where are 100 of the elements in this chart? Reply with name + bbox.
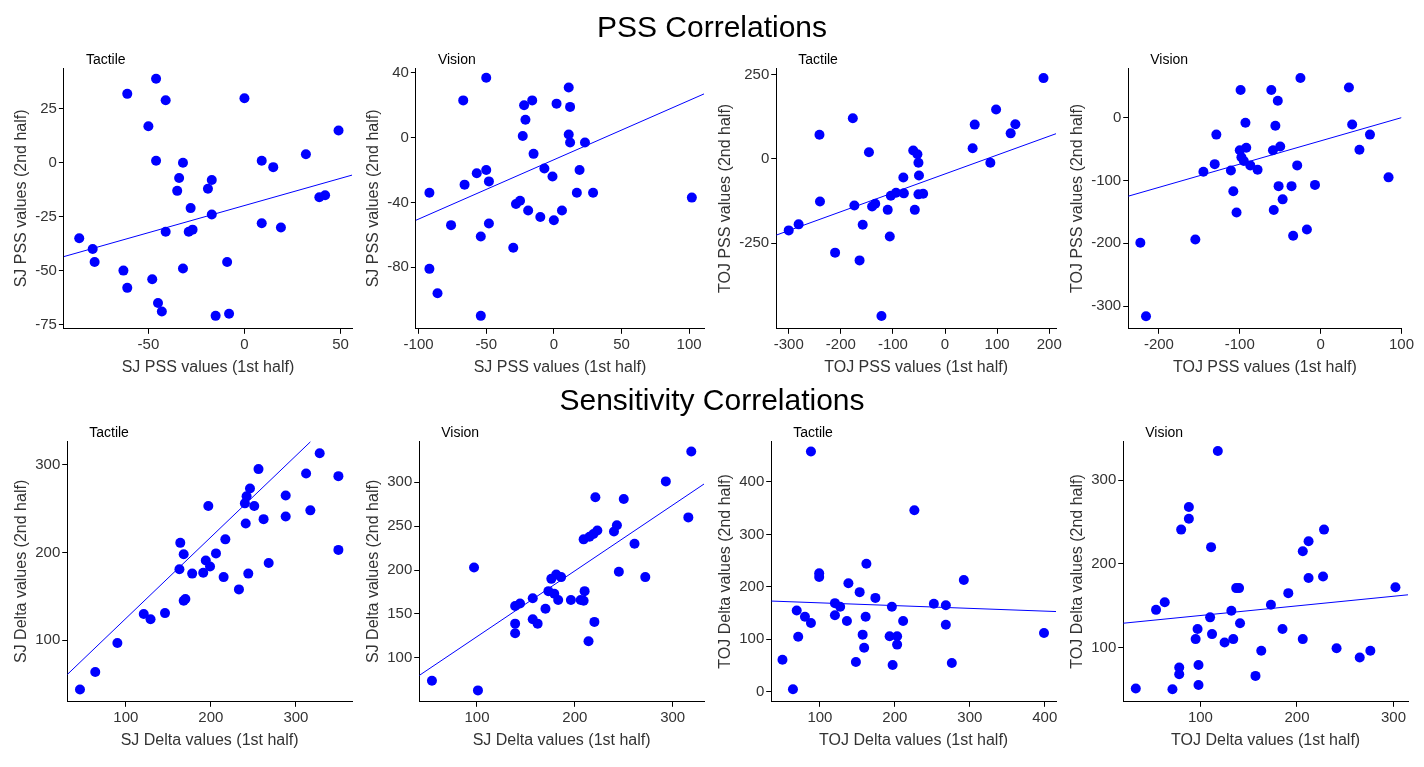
point (515, 598, 526, 609)
y-tick-label: 0 (760, 149, 770, 167)
x-tick-label: -100 (403, 334, 434, 352)
point (579, 137, 590, 148)
chart-subtitle: Tactile (85, 50, 126, 67)
point (458, 95, 469, 106)
x-tick-label: 100 (113, 707, 139, 725)
point (459, 179, 470, 190)
point (138, 608, 149, 619)
point (1283, 588, 1294, 599)
point (256, 218, 267, 229)
x-tick-label: -50 (137, 334, 160, 352)
point (220, 534, 231, 545)
x-tick-label: 0 (240, 334, 249, 352)
point (1303, 573, 1314, 584)
point (528, 148, 539, 159)
point (556, 572, 567, 583)
point (1309, 179, 1320, 190)
point (967, 143, 978, 154)
point (151, 73, 162, 84)
point (539, 163, 550, 174)
point (940, 600, 951, 611)
point (475, 310, 486, 321)
point (859, 642, 870, 653)
point (556, 205, 567, 216)
point (481, 165, 492, 176)
point (122, 282, 133, 293)
point (202, 183, 213, 194)
point (686, 192, 697, 203)
point (805, 618, 816, 629)
point (1303, 536, 1314, 547)
point (256, 155, 267, 166)
point (843, 578, 854, 589)
point (333, 125, 344, 136)
x-tick-label: 300 (660, 707, 686, 725)
point (446, 220, 457, 231)
point (548, 215, 559, 226)
point (1212, 446, 1223, 457)
x-axis-title: TOJ PSS values (1st half) (824, 357, 1008, 375)
y-tick-label: -100 (1091, 170, 1122, 188)
point (515, 195, 526, 206)
point (1241, 142, 1252, 153)
point (1206, 542, 1217, 553)
point (1141, 311, 1152, 322)
x-tick-label: 200 (198, 707, 224, 725)
point (1390, 582, 1401, 593)
point (301, 468, 312, 479)
y-tick-label: 300 (387, 472, 413, 490)
point (783, 225, 794, 236)
point (210, 310, 221, 321)
point (1228, 634, 1239, 645)
point (590, 492, 601, 503)
point (177, 157, 188, 168)
point (1183, 502, 1194, 513)
point (909, 505, 920, 516)
point (160, 95, 171, 106)
point (799, 611, 810, 622)
point (205, 561, 216, 572)
y-axis-title: TOJ Delta values (2nd half) (1068, 474, 1086, 669)
point (629, 538, 640, 549)
point (147, 274, 158, 285)
point (860, 611, 871, 622)
y-tick-label: 40 (392, 63, 409, 80)
point (553, 594, 564, 605)
point (233, 584, 244, 595)
point (882, 204, 893, 215)
x-tick-label: -100 (877, 334, 908, 352)
point (424, 187, 435, 198)
point (547, 171, 558, 182)
point (471, 168, 482, 179)
point (300, 149, 311, 160)
point (426, 675, 437, 686)
x-tick-label: 100 (464, 707, 490, 725)
point (551, 98, 562, 109)
x-tick-label: 0 (940, 334, 950, 352)
point (187, 224, 198, 235)
y-tick-label: 250 (387, 516, 413, 534)
point (210, 548, 221, 559)
x-tick-label: 0 (1316, 334, 1325, 352)
point (909, 204, 920, 215)
y-tick-label: -80 (387, 257, 409, 275)
point (258, 514, 269, 525)
x-tick-label: 100 (807, 707, 833, 725)
point (814, 196, 825, 207)
point (268, 162, 279, 173)
point (1159, 597, 1170, 608)
point (156, 306, 167, 317)
y-tick-label: 200 (35, 542, 61, 560)
y-tick-label: 25 (40, 99, 57, 117)
point (520, 114, 531, 125)
point (892, 639, 903, 650)
y-tick-label: 0 (755, 681, 765, 699)
point (203, 500, 214, 511)
point (143, 121, 154, 132)
point (574, 165, 585, 176)
point (777, 654, 788, 665)
point (1245, 160, 1256, 171)
point (1277, 624, 1288, 635)
point (1286, 181, 1297, 192)
x-tick-label: 100 (1388, 334, 1414, 352)
